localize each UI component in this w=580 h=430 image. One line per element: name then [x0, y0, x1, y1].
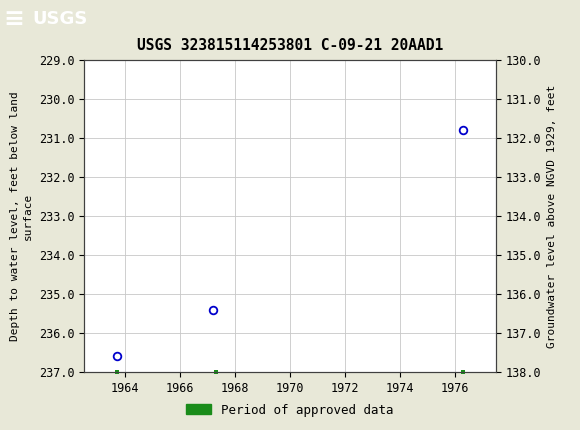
Text: ≡: ≡: [3, 7, 24, 31]
Legend: Period of approved data: Period of approved data: [181, 399, 399, 421]
Text: USGS 323815114253801 C-09-21 20AAD1: USGS 323815114253801 C-09-21 20AAD1: [137, 38, 443, 52]
Y-axis label: Groundwater level above NGVD 1929, feet: Groundwater level above NGVD 1929, feet: [547, 84, 557, 348]
Text: USGS: USGS: [32, 10, 87, 28]
Y-axis label: Depth to water level, feet below land
surface: Depth to water level, feet below land su…: [10, 91, 33, 341]
